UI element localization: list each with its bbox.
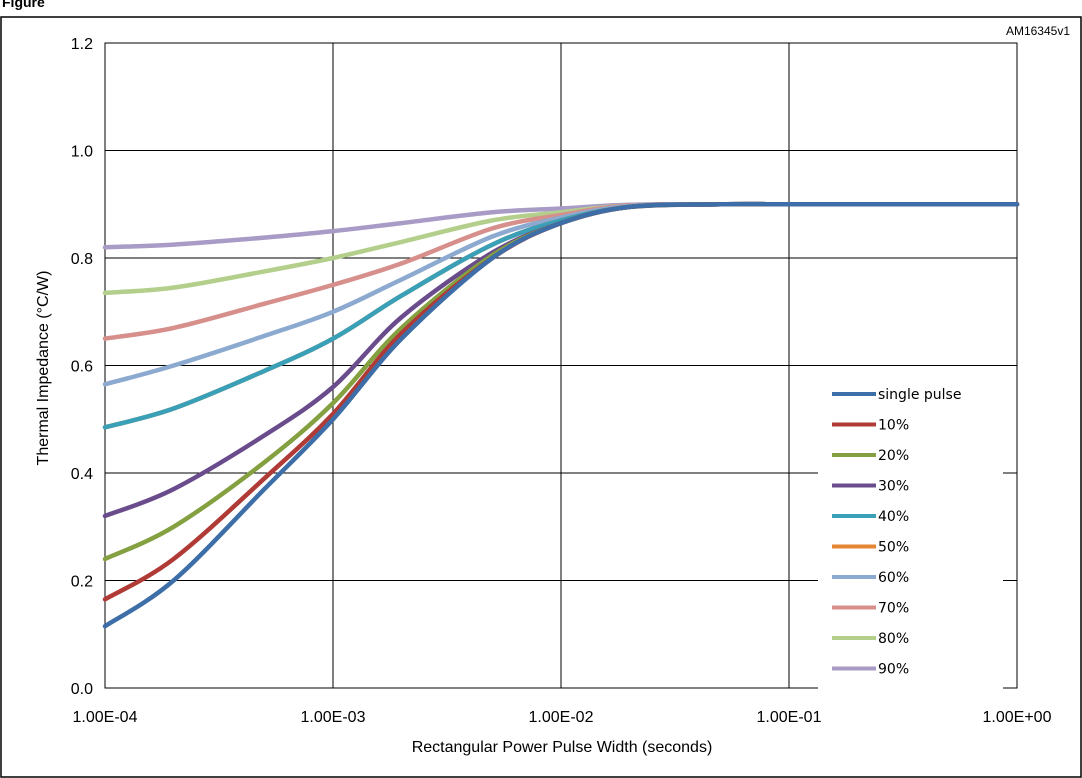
figure-code: AM16345v1 <box>1006 24 1070 38</box>
legend-label-single-pulse: single pulse <box>878 387 961 403</box>
y-tick-label: 0.8 <box>71 251 93 268</box>
y-tick-label: 0.2 <box>71 574 93 591</box>
x-tick-label: 1.00E-03 <box>301 709 366 726</box>
legend-label-80: 80% <box>878 631 909 647</box>
series-line-single-pulse <box>102 201 1020 629</box>
legend-label-90: 90% <box>878 662 909 678</box>
y-tick-label: 1.2 <box>71 36 93 53</box>
y-tick-label: 0.6 <box>71 359 93 376</box>
x-tick-label: 1.00E-02 <box>529 709 594 726</box>
legend-label-20: 20% <box>878 448 909 464</box>
x-tick-label: 1.00E-04 <box>73 709 138 726</box>
x-axis-label: Rectangular Power Pulse Width (seconds) <box>412 739 713 756</box>
y-axis-label: Thermal Impedance (°C/W) <box>35 271 52 466</box>
figure-heading: Figure <box>2 0 45 10</box>
legend-label-70: 70% <box>878 601 909 617</box>
legend-label-50: 50% <box>878 540 909 556</box>
y-tick-label: 1.0 <box>71 144 93 161</box>
legend-label-60: 60% <box>878 570 909 586</box>
legend: single pulse 10% 20% 30% 40% 50% 60% 70% 80% 90% <box>818 380 1003 690</box>
series-layer <box>102 201 1020 629</box>
legend-label-10: 10% <box>878 418 909 434</box>
plot-area-border <box>104 42 1018 689</box>
legend-label-40: 40% <box>878 509 909 525</box>
axes: Rectangular Power Pulse Width (seconds) … <box>35 36 1052 756</box>
x-tick-label: 1.00E+00 <box>983 709 1052 726</box>
legend-label-30: 30% <box>878 479 909 495</box>
y-tick-label: 0.0 <box>71 681 93 698</box>
figure-border <box>0 16 1082 778</box>
x-tick-label: 1.00E-01 <box>757 709 822 726</box>
y-tick-label: 0.4 <box>71 466 93 483</box>
